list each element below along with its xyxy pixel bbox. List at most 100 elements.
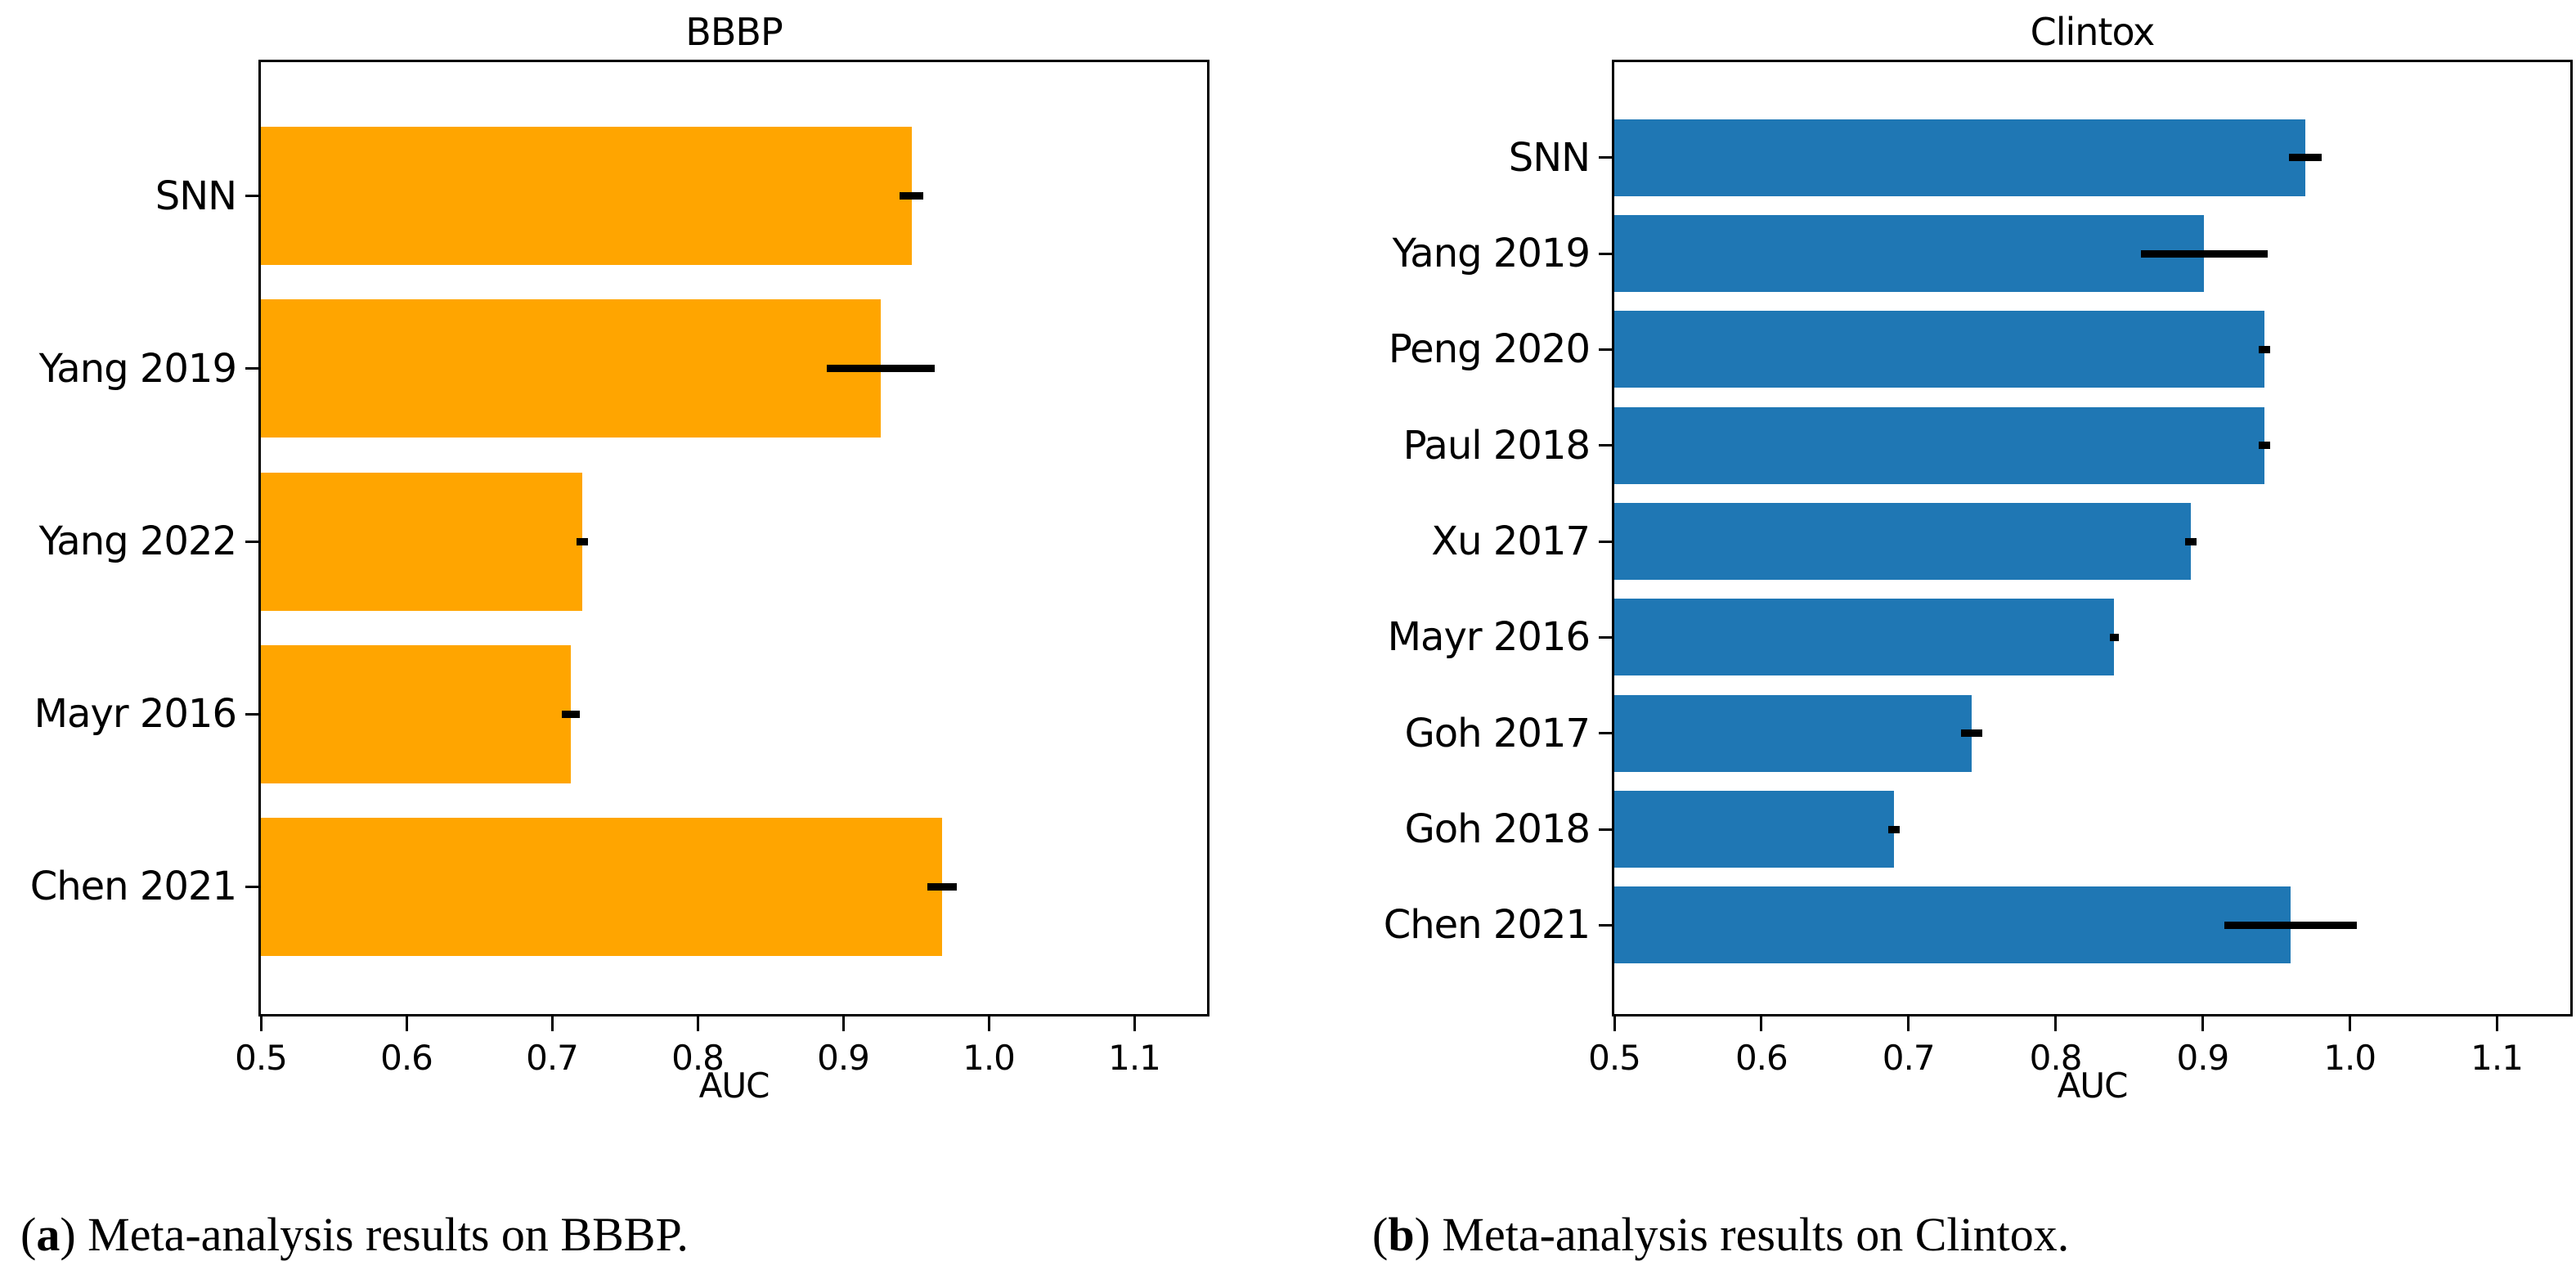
error-bar-snn: [2289, 154, 2322, 162]
x-tick-label: 1.1: [2471, 1038, 2524, 1078]
clintox-bar-chart: Clintox AUC SNN Yang 2019 Peng 2020 Paul 20…: [1384, 10, 2573, 1106]
x-axis-tick: [550, 1016, 554, 1031]
error-bar-chen-2021: [2224, 921, 2358, 929]
x-tick-label: 0.8: [2029, 1038, 2083, 1078]
x-tick-label: 0.7: [1882, 1038, 1936, 1078]
y-axis-tick: [1599, 252, 1612, 255]
y-tick-label-chen-2021: Chen 2021: [29, 864, 237, 910]
x-axis-tick: [1613, 1016, 1616, 1031]
caption-a-text: Meta-analysis results on BBBP.: [88, 1208, 689, 1261]
error-bar-mayr-2016: [562, 710, 580, 718]
x-tick-label: 1.0: [963, 1038, 1016, 1078]
x-axis-tick: [696, 1016, 699, 1031]
y-axis-tick: [245, 367, 258, 370]
y-tick-label-goh-2017: Goh 2017: [1404, 710, 1591, 756]
y-tick-label-paul-2018: Paul 2018: [1402, 422, 1591, 469]
bbbp-bar-chart: BBBP AUC SNN Yang 2019 Yang 2022 Mayr 2016 C…: [30, 10, 1209, 1106]
x-tick-label: 0.8: [671, 1038, 725, 1078]
caption-a: (a) Meta-analysis results on BBBP.: [20, 1207, 689, 1262]
caption-b-letter: b: [1388, 1208, 1415, 1261]
error-bar-yang-2019: [827, 365, 936, 373]
x-axis-tick: [2201, 1016, 2204, 1031]
error-bar-goh-2017: [1961, 729, 1982, 738]
y-axis-tick: [1599, 923, 1612, 927]
caption-a-close-paren: ): [60, 1208, 76, 1261]
y-axis-tick: [1599, 828, 1612, 831]
x-axis-tick: [1760, 1016, 1763, 1031]
y-axis-tick: [245, 195, 258, 198]
bar-yang-2019: [261, 299, 882, 438]
x-axis-tick: [259, 1016, 263, 1031]
y-axis-tick: [1599, 156, 1612, 159]
y-axis-tick: [1599, 635, 1612, 639]
error-bar-mayr-2016: [2110, 633, 2119, 641]
y-tick-label-mayr-2016: Mayr 2016: [34, 691, 237, 738]
caption-b: (b) Meta-analysis results on Clintox.: [1372, 1207, 2069, 1262]
bar-peng-2020: [1614, 311, 2264, 388]
bar-xu-2017: [1614, 503, 2191, 580]
error-bar-paul-2018: [2258, 442, 2271, 450]
y-axis-tick: [245, 712, 258, 716]
y-axis-tick: [1599, 540, 1612, 543]
bar-snn: [261, 127, 912, 266]
caption-a-open-paren: (: [20, 1208, 37, 1261]
x-tick-label: 1.1: [1108, 1038, 1161, 1078]
bar-chen-2021: [261, 817, 943, 956]
x-tick-label: 0.6: [1735, 1038, 1788, 1078]
bar-paul-2018: [1614, 406, 2264, 484]
clintox-x-axis-label: AUC: [2057, 1066, 2129, 1106]
bar-goh-2018: [1614, 791, 1894, 868]
y-axis-tick: [245, 885, 258, 888]
error-bar-yang-2022: [577, 537, 589, 545]
x-axis-tick: [841, 1016, 845, 1031]
bar-mayr-2016: [1614, 599, 2115, 676]
bar-snn: [1614, 119, 2306, 196]
y-axis-tick: [245, 540, 258, 543]
error-bar-snn: [900, 192, 923, 200]
y-axis-tick: [1599, 444, 1612, 447]
y-tick-label-yang-2019: Yang 2019: [1392, 231, 1591, 276]
error-bar-yang-2019: [2140, 249, 2268, 258]
error-bar-goh-2018: [1887, 825, 1900, 833]
caption-b-close-paren: ): [1414, 1208, 1430, 1261]
y-axis-tick: [1599, 732, 1612, 735]
y-tick-label-yang-2019: Yang 2019: [38, 345, 237, 392]
bar-chen-2021: [1614, 886, 2291, 964]
caption-b-text: Meta-analysis results on Clintox.: [1442, 1208, 2070, 1261]
bar-yang-2022: [261, 472, 583, 611]
y-tick-label-goh-2018: Goh 2018: [1404, 806, 1591, 852]
y-tick-label-yang-2022: Yang 2022: [38, 518, 237, 564]
bar-yang-2019: [1614, 215, 2205, 292]
x-axis-tick: [2054, 1016, 2058, 1031]
y-tick-label-chen-2021: Chen 2021: [1383, 902, 1591, 949]
y-axis-tick: [1599, 348, 1612, 351]
error-bar-chen-2021: [927, 882, 957, 891]
y-tick-label-mayr-2016: Mayr 2016: [1387, 614, 1591, 661]
x-tick-label: 0.9: [2176, 1038, 2229, 1078]
bbbp-chart-title: BBBP: [685, 10, 783, 54]
bar-mayr-2016: [261, 644, 572, 783]
x-tick-label: 1.0: [2323, 1038, 2376, 1078]
y-tick-label-xu-2017: Xu 2017: [1431, 518, 1591, 564]
x-axis-tick: [1907, 1016, 1910, 1031]
y-tick-label-snn: SNN: [1508, 134, 1591, 181]
x-tick-label: 0.9: [817, 1038, 870, 1078]
x-tick-label: 0.5: [235, 1038, 288, 1078]
caption-b-open-paren: (: [1372, 1208, 1389, 1261]
x-axis-tick: [2348, 1016, 2351, 1031]
clintox-chart-title: Clintox: [2030, 10, 2156, 54]
x-axis-tick: [987, 1016, 990, 1031]
caption-a-letter: a: [36, 1208, 61, 1261]
x-tick-label: 0.5: [1588, 1038, 1641, 1078]
x-tick-label: 0.7: [526, 1038, 579, 1078]
error-bar-peng-2020: [2258, 345, 2271, 353]
y-tick-label-snn: SNN: [155, 173, 237, 219]
x-axis-tick: [405, 1016, 408, 1031]
x-tick-label: 0.6: [380, 1038, 433, 1078]
x-axis-tick: [2495, 1016, 2498, 1031]
y-tick-label-peng-2020: Peng 2020: [1388, 326, 1591, 373]
error-bar-xu-2017: [2184, 537, 2197, 545]
bar-goh-2017: [1614, 694, 1972, 772]
x-axis-tick: [1133, 1016, 1136, 1031]
